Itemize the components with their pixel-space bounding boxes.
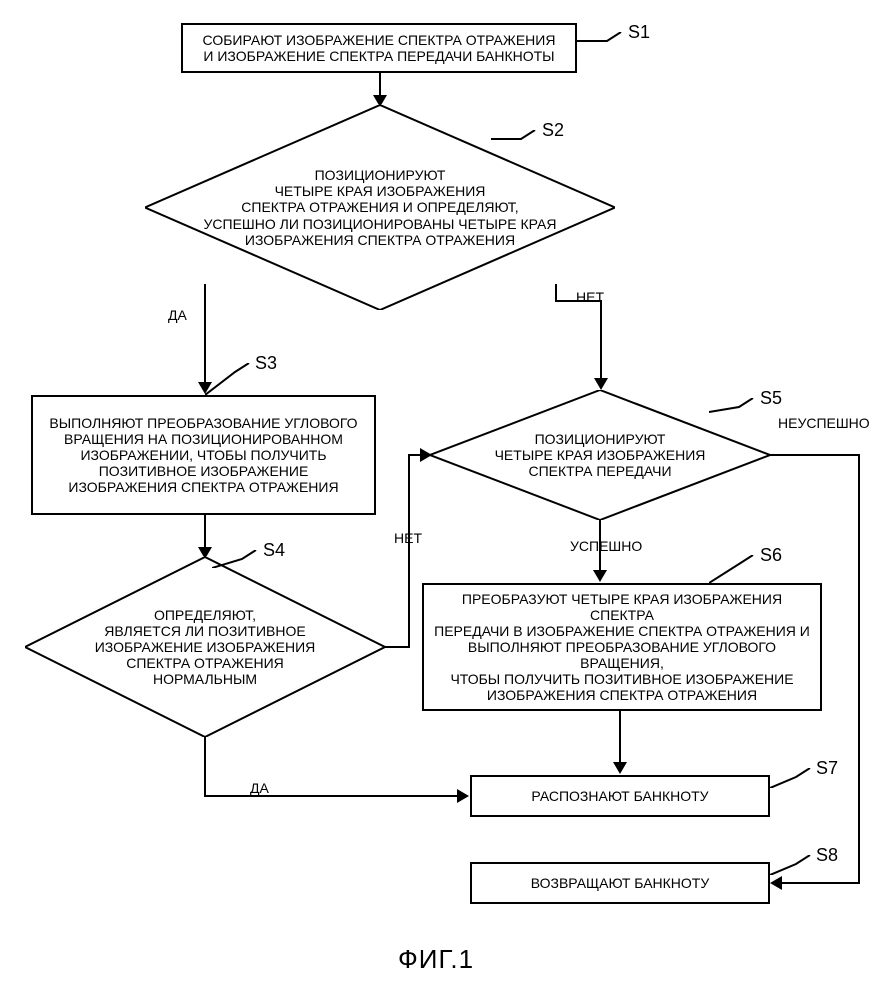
callout-s8 xyxy=(770,855,816,875)
node-s8-text: ВОЗВРАЩАЮТ БАНКНОТУ xyxy=(531,875,710,891)
edge-s4-s7-v xyxy=(204,737,206,795)
edge-s2-s5-v2 xyxy=(600,300,602,380)
edge-label-s4-no: НЕТ xyxy=(394,530,422,546)
edge-s4-s5-h1 xyxy=(385,646,410,648)
edge-s4-s7-h xyxy=(204,795,459,797)
step-label-s8: S8 xyxy=(816,845,838,866)
edge-s1-s2 xyxy=(379,73,381,97)
callout-s2 xyxy=(491,130,541,148)
edge-s4-s5-head xyxy=(420,448,432,462)
edge-s5-s8-v xyxy=(858,454,860,882)
edge-s2-s5-head xyxy=(594,378,608,390)
step-label-s2: S2 xyxy=(542,120,564,141)
edge-s4-s7-head xyxy=(457,789,469,803)
edge-label-s4-yes: ДА xyxy=(250,780,269,796)
edge-s3-s4 xyxy=(204,515,206,549)
edge-s6-s7 xyxy=(619,711,621,764)
step-label-s1: S1 xyxy=(628,22,650,43)
node-s1: СОБИРАЮТ ИЗОБРАЖЕНИЕ СПЕКТРА ОТРАЖЕНИЯ И… xyxy=(181,23,577,73)
edge-s5-s6-head xyxy=(593,570,607,582)
node-s6: ПРЕОБРАЗУЮТ ЧЕТЫРЕ КРАЯ ИЗОБРАЖЕНИЯ СПЕК… xyxy=(422,583,822,711)
edge-s5-s8-h xyxy=(770,454,860,456)
edge-label-s5-fail: НЕУСПЕШНО xyxy=(778,415,870,431)
node-s8: ВОЗВРАЩАЮТ БАНКНОТУ xyxy=(470,862,770,904)
edge-s4-s5-v xyxy=(408,454,410,648)
step-label-s7: S7 xyxy=(816,758,838,779)
edge-label-s2-yes: ДА xyxy=(168,307,187,323)
callout-s7 xyxy=(770,768,816,788)
edge-s2-s5-v xyxy=(555,284,557,300)
node-s7: РАСПОЗНАЮТ БАНКНОТУ xyxy=(470,775,770,817)
node-s3-text: ВЫПОЛНЯЮТ ПРЕОБРАЗОВАНИЕ УГЛОВОГО ВРАЩЕН… xyxy=(49,415,357,495)
edge-label-s5-success: УСПЕШНО xyxy=(570,538,642,554)
callout-s4 xyxy=(212,550,262,568)
node-s3: ВЫПОЛНЯЮТ ПРЕОБРАЗОВАНИЕ УГЛОВОГО ВРАЩЕН… xyxy=(31,395,376,515)
edge-s5-s8-h2 xyxy=(782,882,860,884)
step-label-s6: S6 xyxy=(760,545,782,566)
callout-s3 xyxy=(205,363,255,395)
callout-s6 xyxy=(709,555,759,583)
callout-s1 xyxy=(577,32,627,50)
node-s7-text: РАСПОЗНАЮТ БАНКНОТУ xyxy=(531,788,708,804)
node-s6-text: ПРЕОБРАЗУЮТ ЧЕТЫРЕ КРАЯ ИЗОБРАЖЕНИЯ СПЕК… xyxy=(430,591,814,704)
figure-label: ФИГ.1 xyxy=(398,945,474,975)
node-s1-text: СОБИРАЮТ ИЗОБРАЖЕНИЕ СПЕКТРА ОТРАЖЕНИЯ И… xyxy=(203,32,556,64)
step-label-s3: S3 xyxy=(255,353,277,374)
step-label-s5: S5 xyxy=(760,388,782,409)
callout-s5 xyxy=(709,398,759,416)
edge-s6-s7-head xyxy=(613,762,627,774)
edge-s5-s8-head xyxy=(770,876,782,890)
node-s4 xyxy=(25,557,385,737)
flowchart-canvas: СОБИРАЮТ ИЗОБРАЖЕНИЕ СПЕКТРА ОТРАЖЕНИЯ И… xyxy=(0,0,892,1000)
edge-label-s2-no: НЕТ xyxy=(576,289,604,305)
step-label-s4: S4 xyxy=(263,540,285,561)
